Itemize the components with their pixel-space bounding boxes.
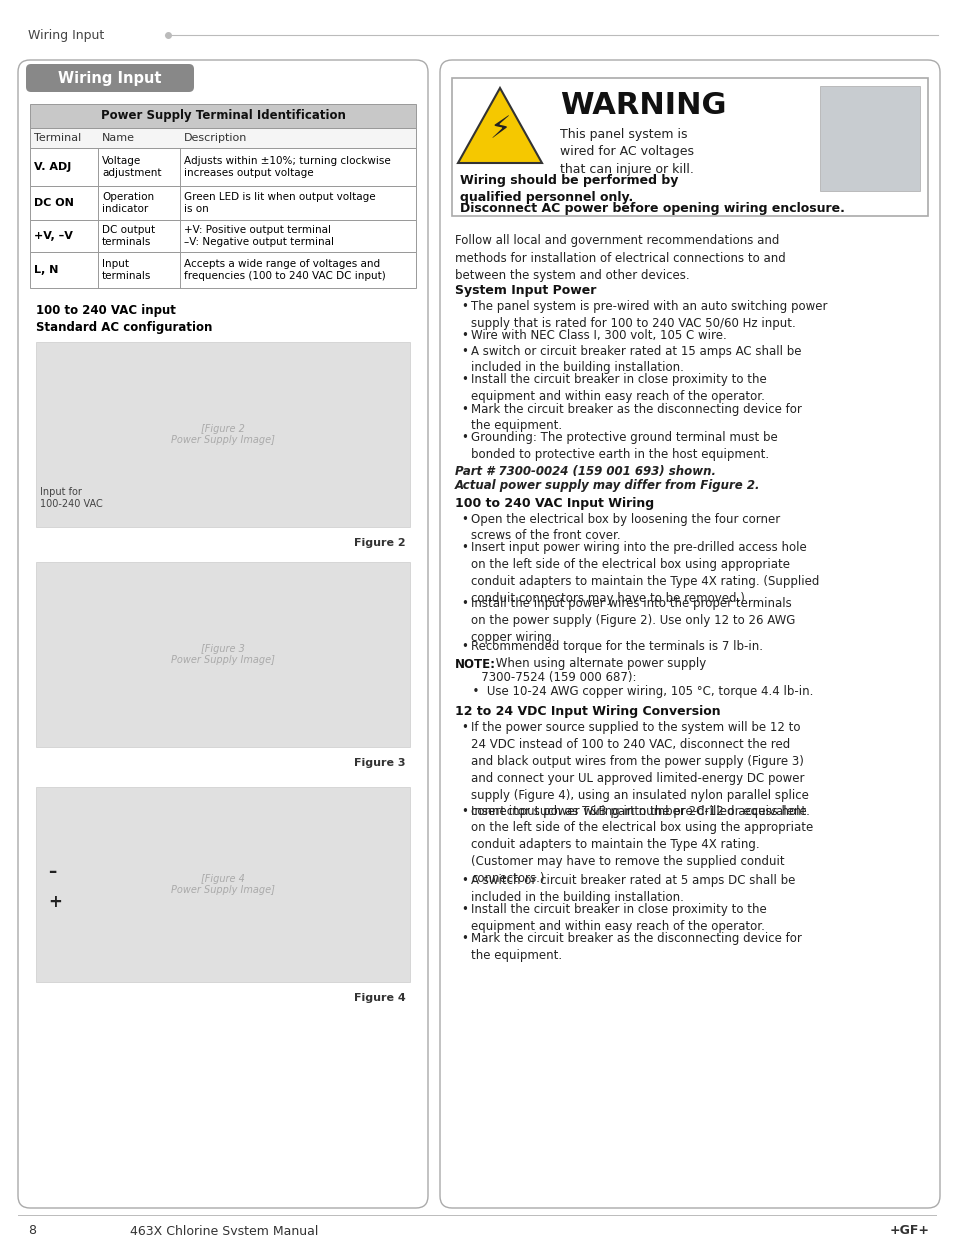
Text: •: • (460, 903, 467, 916)
Text: [Figure 4
Power Supply Image]: [Figure 4 Power Supply Image] (171, 873, 274, 895)
Text: Mark the circuit breaker as the disconnecting device for
the equipment.: Mark the circuit breaker as the disconne… (471, 403, 801, 432)
Text: The panel system is pre-wired with an auto switching power
supply that is rated : The panel system is pre-wired with an au… (471, 300, 826, 330)
Text: •: • (460, 932, 467, 945)
Text: NOTE:: NOTE: (455, 657, 496, 671)
Bar (30, 148, 416, 186)
FancyBboxPatch shape (26, 64, 193, 91)
Text: Name: Name (102, 133, 135, 143)
Text: Voltage
adjustment: Voltage adjustment (102, 156, 161, 178)
Text: Install the circuit breaker in close proximity to the
equipment and within easy : Install the circuit breaker in close pro… (471, 373, 766, 404)
Text: +: + (48, 893, 62, 911)
Text: Green LED is lit when output voltage
is on: Green LED is lit when output voltage is … (184, 191, 375, 214)
Text: Mark the circuit breaker as the disconnecting device for
the equipment.: Mark the circuit breaker as the disconne… (471, 932, 801, 962)
Text: ⚡: ⚡ (489, 115, 510, 143)
Bar (36, 342, 410, 527)
Text: •: • (460, 874, 467, 887)
Text: Grounding: The protective ground terminal must be
bonded to protective earth in : Grounding: The protective ground termina… (471, 431, 777, 462)
Text: Install the circuit breaker in close proximity to the
equipment and within easy : Install the circuit breaker in close pro… (471, 903, 766, 932)
Text: •: • (460, 373, 467, 387)
Text: Wire with NEC Class I, 300 volt, 105 C wire.: Wire with NEC Class I, 300 volt, 105 C w… (471, 329, 726, 342)
Text: V. ADJ: V. ADJ (34, 162, 71, 172)
Text: Input for
100-240 VAC: Input for 100-240 VAC (40, 487, 103, 509)
Text: •: • (460, 541, 467, 555)
Text: 463X Chlorine System Manual: 463X Chlorine System Manual (130, 1224, 318, 1235)
Text: [Figure 2
Power Supply Image]: [Figure 2 Power Supply Image] (171, 424, 274, 446)
Text: DC output
terminals: DC output terminals (102, 225, 155, 247)
Text: Open the electrical box by loosening the four corner
screws of the front cover.: Open the electrical box by loosening the… (471, 513, 780, 542)
Bar (452, 78, 927, 216)
Text: Figure 2: Figure 2 (354, 538, 406, 548)
Text: Follow all local and government recommendations and
methods for installation of : Follow all local and government recommen… (455, 233, 785, 282)
Text: Terminal: Terminal (34, 133, 81, 143)
Text: Figure 4: Figure 4 (354, 993, 406, 1003)
Polygon shape (457, 88, 541, 163)
Text: •: • (460, 640, 467, 653)
Text: Disconnect AC power before opening wiring enclosure.: Disconnect AC power before opening wirin… (459, 203, 844, 215)
Text: Insert input power wiring into the pre-drilled access hole
on the left side of t: Insert input power wiring into the pre-d… (471, 804, 812, 884)
Text: Wiring Input: Wiring Input (28, 28, 104, 42)
Text: Operation
indicator: Operation indicator (102, 191, 154, 214)
Text: Recommended torque for the terminals is 7 lb-in.: Recommended torque for the terminals is … (471, 640, 762, 653)
FancyBboxPatch shape (439, 61, 939, 1208)
Text: When using alternate power supply: When using alternate power supply (492, 657, 705, 671)
FancyBboxPatch shape (18, 61, 428, 1208)
Text: •: • (460, 345, 467, 357)
Text: [Figure 3
Power Supply Image]: [Figure 3 Power Supply Image] (171, 643, 274, 666)
Text: If the power source supplied to the system will be 12 to
24 VDC instead of 100 t: If the power source supplied to the syst… (471, 721, 809, 819)
Text: A switch or circuit breaker rated at 15 amps AC shall be
included in the buildin: A switch or circuit breaker rated at 15 … (471, 345, 801, 374)
Text: Adjusts within ±10%; turning clockwise
increases output voltage: Adjusts within ±10%; turning clockwise i… (184, 156, 391, 178)
Text: Insert input power wiring into the pre-drilled access hole
on the left side of t: Insert input power wiring into the pre-d… (471, 541, 819, 605)
Bar (36, 562, 410, 747)
Text: Wiring Input: Wiring Input (58, 70, 162, 85)
Text: +GF+: +GF+ (889, 1224, 929, 1235)
Text: •: • (460, 403, 467, 415)
Text: Input
terminals: Input terminals (102, 259, 152, 282)
Bar (30, 186, 416, 220)
Text: +V, –V: +V, –V (34, 231, 72, 241)
Text: 100 to 240 VAC input
Standard AC configuration: 100 to 240 VAC input Standard AC configu… (36, 304, 213, 333)
Text: •: • (460, 513, 467, 526)
Text: Accepts a wide range of voltages and
frequencies (100 to 240 VAC DC input): Accepts a wide range of voltages and fre… (184, 259, 385, 282)
Text: •: • (460, 431, 467, 445)
Text: 100 to 240 VAC Input Wiring: 100 to 240 VAC Input Wiring (455, 496, 654, 510)
Text: •: • (460, 721, 467, 735)
Text: WARNING: WARNING (559, 91, 726, 121)
Text: –: – (48, 863, 56, 881)
Bar (36, 787, 410, 982)
Text: System Input Power: System Input Power (455, 284, 596, 296)
Bar (30, 128, 416, 148)
Text: •: • (460, 598, 467, 610)
Bar (30, 252, 416, 288)
Bar (820, 86, 919, 191)
Text: •: • (460, 329, 467, 342)
Text: •: • (460, 804, 467, 818)
Text: +V: Positive output terminal
–V: Negative output terminal: +V: Positive output terminal –V: Negativ… (184, 225, 334, 247)
Text: Actual power supply may differ from Figure 2.: Actual power supply may differ from Figu… (455, 478, 760, 492)
Text: Part # 7300-0024 (159 001 693) shown.: Part # 7300-0024 (159 001 693) shown. (455, 464, 716, 478)
Text: Wiring should be performed by
qualified personnel only.: Wiring should be performed by qualified … (459, 174, 678, 204)
Text: •: • (460, 300, 467, 312)
Text: Description: Description (184, 133, 247, 143)
Text: •  Use 10-24 AWG copper wiring, 105 °C, torque 4.4 lb-in.: • Use 10-24 AWG copper wiring, 105 °C, t… (464, 685, 813, 699)
Text: Power Supply Terminal Identification: Power Supply Terminal Identification (100, 110, 345, 122)
Bar (30, 220, 416, 252)
Text: 8: 8 (28, 1224, 36, 1235)
Text: Install the input power wires into the proper terminals
on the power supply (Fig: Install the input power wires into the p… (471, 598, 795, 645)
Text: Figure 3: Figure 3 (355, 758, 406, 768)
Text: DC ON: DC ON (34, 198, 73, 207)
Text: A switch or circuit breaker rated at 5 amps DC shall be
included in the building: A switch or circuit breaker rated at 5 a… (471, 874, 795, 904)
Text: 12 to 24 VDC Input Wiring Conversion: 12 to 24 VDC Input Wiring Conversion (455, 705, 720, 719)
Bar (30, 104, 416, 128)
Text: 7300-7524 (159 000 687):: 7300-7524 (159 000 687): (455, 672, 636, 684)
Text: L, N: L, N (34, 266, 58, 275)
Text: This panel system is
wired for AC voltages
that can injure or kill.: This panel system is wired for AC voltag… (559, 128, 693, 177)
